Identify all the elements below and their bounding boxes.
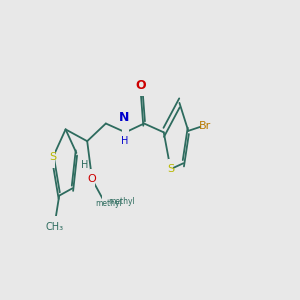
Text: H: H [81,160,88,170]
Bar [168,159,173,179]
Text: CH₃: CH₃ [45,222,63,232]
Text: S: S [49,152,56,162]
Bar [122,106,129,135]
Bar [139,75,144,95]
Bar [102,190,113,210]
Text: N: N [119,111,130,124]
Text: S: S [167,164,174,174]
Bar [201,116,210,137]
Text: Br: Br [199,122,212,131]
Bar [90,169,94,190]
Text: O: O [87,174,96,184]
Bar [50,216,58,237]
Text: methyl: methyl [108,197,134,206]
Bar [50,147,55,168]
Text: methyl: methyl [95,199,122,208]
Text: O: O [136,79,146,92]
Text: H: H [121,136,128,146]
